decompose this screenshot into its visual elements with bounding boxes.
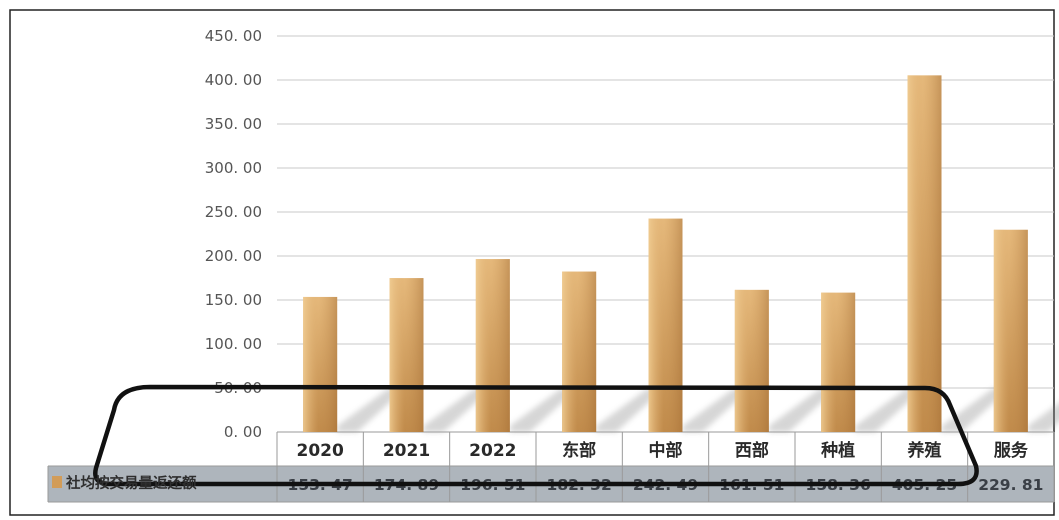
bar-shadow: [337, 388, 402, 432]
bar-shadow: [682, 388, 747, 432]
y-tick-label: 0. 00: [224, 423, 262, 441]
y-tick-label: 200. 00: [205, 247, 262, 265]
x-tick-label: 东部: [562, 440, 596, 461]
bar-highlight: [389, 278, 424, 432]
x-tick-label: 服务: [994, 440, 1029, 461]
bar-highlight: [821, 292, 856, 432]
bar-highlight: [734, 289, 769, 432]
bar-shadow: [768, 388, 833, 432]
bar-shadows: [337, 388, 1059, 432]
y-tick-label: 300. 00: [205, 159, 262, 177]
annotation-frame: [93, 384, 979, 487]
x-tick-label: 2022: [469, 441, 516, 461]
bar-highlight: [907, 75, 942, 432]
bar-highlight: [562, 271, 597, 432]
x-tick-label: 2020: [297, 441, 344, 461]
y-tick-label: 100. 00: [205, 335, 262, 353]
x-tick-label: 2021: [383, 441, 430, 461]
x-tick-label: 种植: [820, 440, 855, 461]
bar-highlight: [993, 229, 1028, 432]
legend-swatch: [52, 476, 62, 488]
legend-label: 社均按交易量返还额: [65, 474, 197, 492]
x-tick-label: 中部: [649, 440, 683, 461]
legend: 社均按交易量返还额: [52, 474, 197, 492]
bar-highlight: [303, 296, 338, 432]
bar-shadow: [1027, 403, 1059, 432]
bar-shadow: [855, 388, 920, 432]
y-tick-label: 400. 00: [205, 71, 262, 89]
y-tick-label: 350. 00: [205, 115, 262, 133]
chart-border: [9, 9, 1055, 516]
bar-highlight: [648, 218, 683, 432]
x-tick-label: 养殖: [907, 440, 942, 461]
y-tick-label: 450. 00: [205, 27, 262, 45]
y-tick-label: 150. 00: [205, 291, 262, 309]
bars: [303, 75, 1028, 432]
data-label: 229. 81: [978, 476, 1043, 494]
bar-shadow: [423, 388, 488, 432]
bar-shadow: [596, 388, 661, 432]
bar-shadow: [509, 388, 574, 432]
y-tick-label: 250. 00: [205, 203, 262, 221]
bar-highlight: [475, 259, 510, 432]
x-tick-label: 西部: [735, 440, 769, 461]
